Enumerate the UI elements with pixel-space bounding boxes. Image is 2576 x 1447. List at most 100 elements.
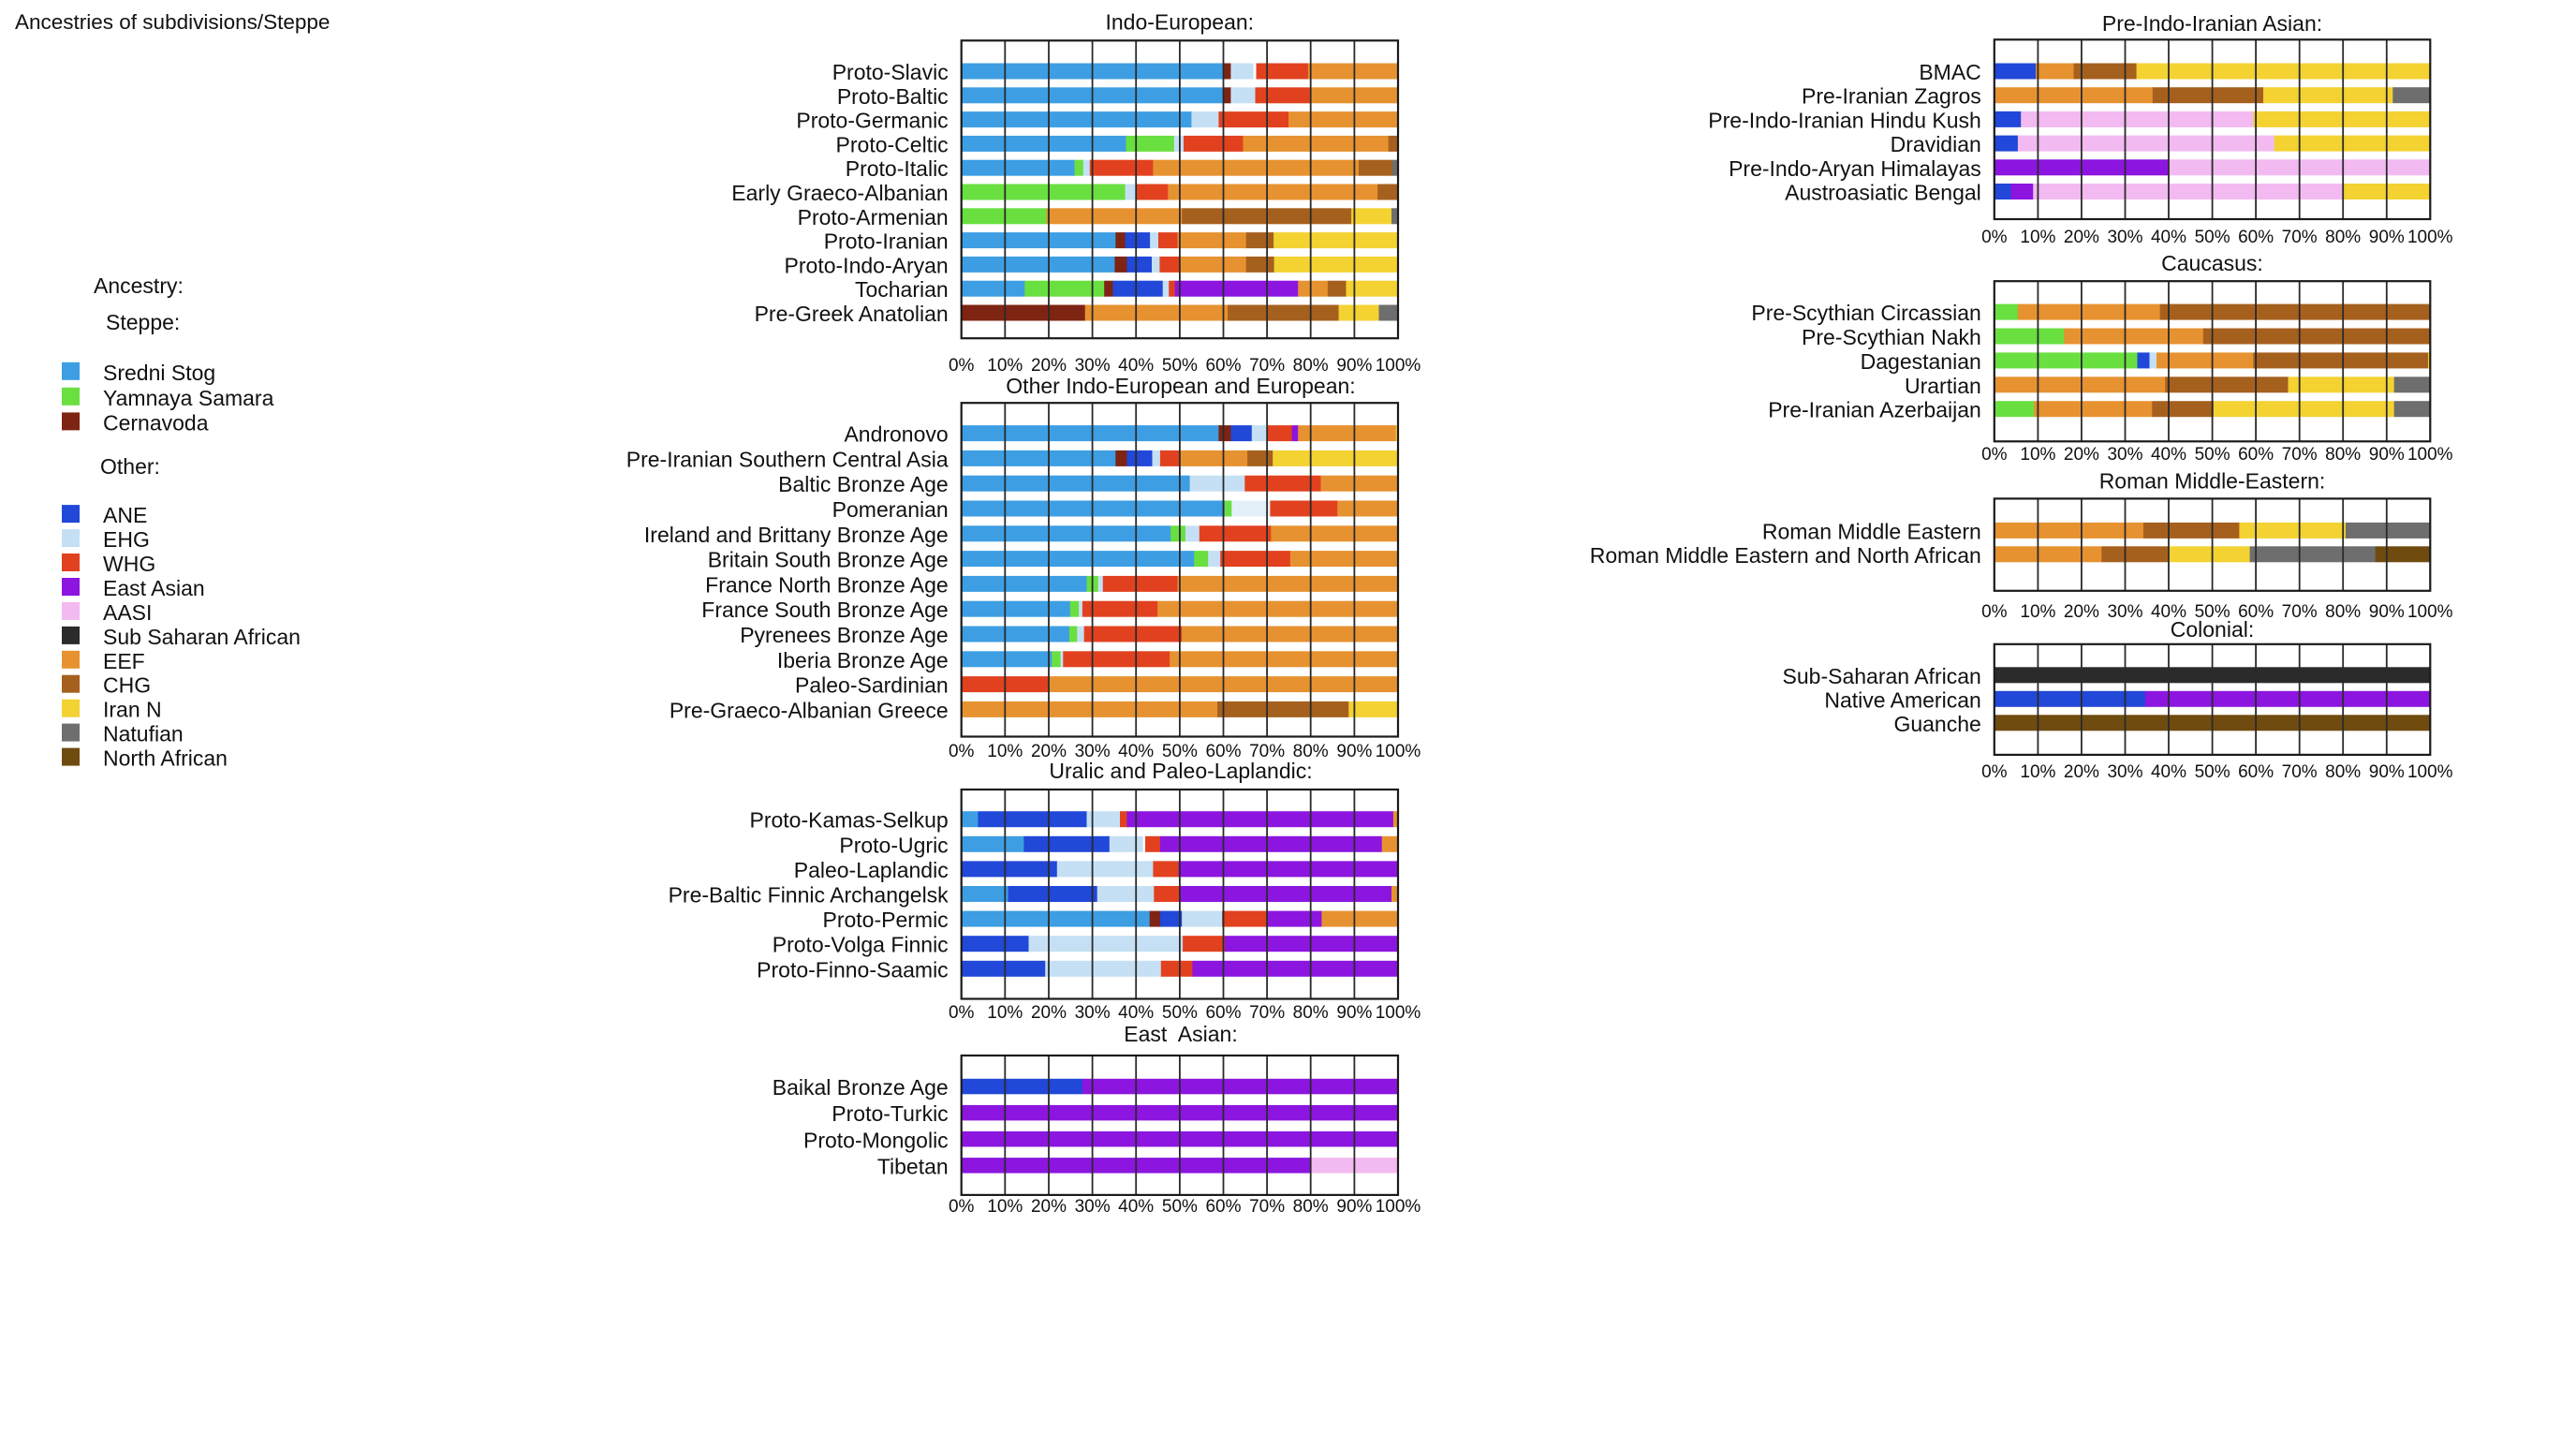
svg-text:40%: 40% — [2151, 445, 2186, 465]
svg-text:100%: 100% — [1376, 356, 1421, 376]
svg-text:Proto-Ugric: Proto-Ugric — [839, 833, 948, 857]
svg-text:100%: 100% — [2407, 602, 2453, 622]
svg-text:France South Bronze Age: France South Bronze Age — [701, 598, 948, 622]
svg-text:Pre-Scythian Circassian: Pre-Scythian Circassian — [1751, 301, 1980, 325]
svg-text:Proto-Italic: Proto-Italic — [846, 156, 949, 181]
svg-text:80%: 80% — [2325, 762, 2361, 782]
svg-text:Other Indo-European and Europe: Other Indo-European and European: — [1006, 374, 1355, 398]
svg-text:WHG: WHG — [103, 552, 155, 576]
svg-text:40%: 40% — [1118, 1003, 1154, 1023]
svg-text:Steppe:: Steppe: — [106, 310, 180, 334]
svg-text:Other:: Other: — [100, 454, 160, 479]
svg-text:60%: 60% — [2238, 762, 2274, 782]
svg-text:Andronovo: Andronovo — [844, 422, 948, 447]
svg-text:70%: 70% — [1249, 1197, 1285, 1217]
svg-text:Pre-Indo-Iranian Hindu Kush: Pre-Indo-Iranian Hindu Kush — [1708, 108, 1981, 132]
svg-text:60%: 60% — [1205, 1197, 1241, 1217]
svg-text:80%: 80% — [1293, 742, 1329, 761]
svg-text:30%: 30% — [1075, 1197, 1111, 1217]
svg-text:Caucasus:: Caucasus: — [2161, 251, 2263, 275]
svg-text:80%: 80% — [1293, 1197, 1329, 1217]
svg-text:Proto-Iranian: Proto-Iranian — [824, 229, 949, 254]
svg-text:80%: 80% — [1293, 1003, 1329, 1023]
svg-text:90%: 90% — [1336, 742, 1372, 761]
svg-text:50%: 50% — [1162, 1197, 1198, 1217]
svg-text:20%: 20% — [1031, 742, 1067, 761]
svg-text:80%: 80% — [2325, 228, 2361, 247]
svg-text:East Asian:: East Asian: — [1124, 1022, 1237, 1046]
svg-text:20%: 20% — [1031, 1197, 1067, 1217]
svg-text:Proto-Armenian: Proto-Armenian — [798, 205, 949, 229]
svg-text:10%: 10% — [987, 1003, 1023, 1023]
svg-text:Proto-Celtic: Proto-Celtic — [836, 132, 949, 156]
svg-text:Early Graeco-Albanian: Early Graeco-Albanian — [731, 181, 948, 205]
svg-text:0%: 0% — [1981, 228, 2008, 247]
svg-text:50%: 50% — [1162, 1003, 1198, 1023]
svg-text:100%: 100% — [2407, 228, 2453, 247]
svg-text:Pre-Indo-Iranian Asian:: Pre-Indo-Iranian Asian: — [2102, 11, 2322, 36]
svg-text:Natufian: Natufian — [103, 722, 184, 746]
svg-text:0%: 0% — [949, 1197, 975, 1217]
svg-text:ANE: ANE — [103, 503, 147, 527]
svg-text:CHG: CHG — [103, 673, 151, 698]
svg-text:Guanche: Guanche — [1893, 712, 1980, 736]
svg-text:Baltic Bronze Age: Baltic Bronze Age — [778, 472, 949, 496]
svg-text:Cernavoda: Cernavoda — [103, 410, 209, 435]
svg-text:40%: 40% — [1118, 356, 1154, 376]
svg-text:80%: 80% — [1293, 356, 1329, 376]
svg-text:30%: 30% — [2107, 228, 2142, 247]
svg-text:Roman Middle Eastern and North: Roman Middle Eastern and North African — [1590, 543, 1981, 568]
svg-text:40%: 40% — [1118, 742, 1154, 761]
svg-text:80%: 80% — [2325, 445, 2361, 465]
svg-text:Native American: Native American — [1824, 687, 1980, 712]
svg-text:Roman Middle-Eastern:: Roman Middle-Eastern: — [2099, 469, 2326, 494]
svg-text:France North Bronze Age: France North Bronze Age — [705, 572, 949, 597]
svg-text:70%: 70% — [2282, 602, 2318, 622]
svg-text:100%: 100% — [2407, 445, 2453, 465]
svg-text:40%: 40% — [2151, 228, 2186, 247]
svg-text:Colonial:: Colonial: — [2171, 617, 2255, 642]
svg-text:Britain South Bronze Age: Britain South Bronze Age — [708, 548, 949, 572]
svg-text:30%: 30% — [2107, 602, 2142, 622]
svg-text:Pre-Graeco-Albanian Greece: Pre-Graeco-Albanian Greece — [670, 698, 949, 722]
svg-text:Baikal Bronze Age: Baikal Bronze Age — [773, 1075, 949, 1100]
svg-text:30%: 30% — [2107, 445, 2142, 465]
svg-text:Proto-Turkic: Proto-Turkic — [832, 1101, 948, 1126]
svg-text:0%: 0% — [1981, 762, 2008, 782]
svg-text:10%: 10% — [987, 1197, 1023, 1217]
svg-text:60%: 60% — [2238, 602, 2274, 622]
svg-text:Pre-Greek Anatolian: Pre-Greek Anatolian — [755, 302, 949, 326]
svg-text:10%: 10% — [2020, 445, 2055, 465]
svg-text:90%: 90% — [2369, 762, 2405, 782]
svg-text:Paleo-Laplandic: Paleo-Laplandic — [794, 858, 949, 882]
svg-text:Ancestries of subdivisions/Ste: Ancestries of subdivisions/Steppe — [15, 10, 330, 34]
svg-text:90%: 90% — [1336, 1003, 1372, 1023]
svg-text:30%: 30% — [1075, 742, 1111, 761]
svg-text:North African: North African — [103, 746, 228, 771]
svg-text:70%: 70% — [2282, 762, 2318, 782]
svg-text:BMAC: BMAC — [1919, 60, 1980, 84]
svg-text:Tibetan: Tibetan — [877, 1154, 949, 1178]
svg-text:Pre-Iranian Azerbaijan: Pre-Iranian Azerbaijan — [1768, 398, 1981, 422]
svg-text:East Asian: East Asian — [103, 576, 205, 600]
svg-text:Urartian: Urartian — [1905, 374, 1981, 398]
svg-text:0%: 0% — [949, 1003, 975, 1023]
svg-text:EEF: EEF — [103, 649, 145, 673]
svg-text:30%: 30% — [1075, 356, 1111, 376]
svg-text:70%: 70% — [1249, 356, 1285, 376]
svg-text:Sredni Stog: Sredni Stog — [103, 361, 215, 385]
svg-text:50%: 50% — [2195, 228, 2230, 247]
svg-text:Proto-Baltic: Proto-Baltic — [837, 84, 949, 109]
svg-text:10%: 10% — [987, 742, 1023, 761]
svg-text:Dagestanian: Dagestanian — [1861, 349, 1981, 374]
svg-text:0%: 0% — [1981, 602, 2008, 622]
svg-text:10%: 10% — [2020, 602, 2055, 622]
svg-text:50%: 50% — [2195, 762, 2230, 782]
svg-text:30%: 30% — [1075, 1003, 1111, 1023]
svg-text:20%: 20% — [2064, 762, 2099, 782]
svg-text:Indo-European:: Indo-European: — [1106, 10, 1255, 35]
svg-text:20%: 20% — [1031, 356, 1067, 376]
svg-text:Uralic and Paleo-Laplandic:: Uralic and Paleo-Laplandic: — [1049, 759, 1312, 783]
svg-text:0%: 0% — [949, 356, 975, 376]
svg-text:Sub Saharan African: Sub Saharan African — [103, 625, 301, 649]
